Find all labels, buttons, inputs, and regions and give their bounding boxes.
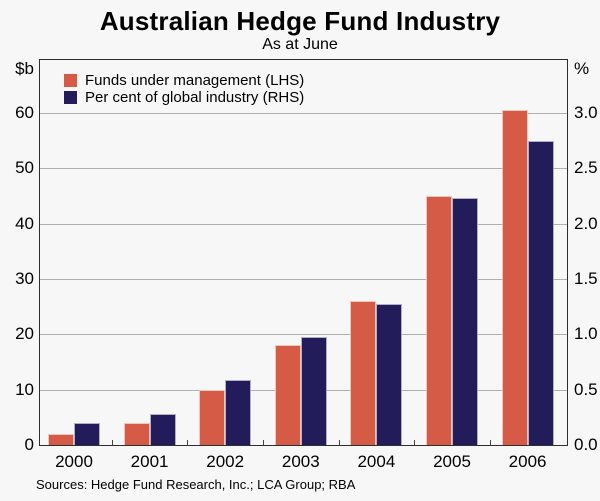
right-tick-label-1.5: 1.5: [574, 269, 598, 288]
left-tick-label-60: 60: [15, 103, 34, 122]
right-tick-label-2.0: 2.0: [574, 213, 598, 233]
fum-swatch-icon: [64, 74, 77, 87]
bar-pct-2001: [149, 414, 176, 445]
legend-item-pct: Per cent of global industry (RHS): [64, 89, 304, 106]
bar-fum-2006: [501, 110, 528, 445]
bar-fum-2000: [48, 434, 74, 445]
x-axis-tick: [339, 440, 340, 445]
left-tick-label-10: 10: [15, 379, 34, 399]
x-axis-tick: [263, 440, 264, 445]
x-axis-tick: [414, 440, 415, 445]
bar-fum-2001: [123, 423, 150, 445]
right-tick-label-0.5: 0.5: [574, 379, 598, 399]
x-tick-label-2004: 2004: [357, 452, 396, 471]
left-tick-label-30: 30: [15, 269, 34, 288]
bar-pct-2002: [225, 380, 252, 445]
left-tick-label-50: 50: [15, 158, 34, 178]
gridline-30: [40, 279, 567, 280]
bar-fum-2002: [199, 390, 226, 445]
bar-pct-2000: [74, 423, 100, 445]
bar-pct-2004: [376, 304, 403, 445]
x-tick-label-2001: 2001: [130, 452, 169, 471]
gridline-50: [40, 168, 567, 169]
left-axis-unit: $b: [15, 59, 34, 78]
right-tick-label-3.0: 3.0: [574, 103, 598, 122]
right-tick-label-1.0: 1.0: [574, 324, 598, 344]
gridline-20: [40, 334, 567, 335]
chart-title: Australian Hedge Fund Industry: [99, 6, 501, 36]
legend-label-fum: Funds under management (LHS): [85, 72, 305, 89]
bar-fum-2003: [274, 345, 301, 445]
right-axis-unit: %: [574, 59, 590, 78]
bar-fum-2005: [426, 196, 452, 445]
legend: Funds under management (LHS) Per cent of…: [64, 72, 304, 106]
x-tick-label-2000: 2000: [55, 452, 93, 471]
chart-subtitle: As at June: [262, 36, 338, 53]
gridline-60: [40, 113, 567, 114]
x-tick-label-2006: 2006: [508, 452, 547, 471]
left-tick-label-0: 0: [24, 435, 34, 454]
legend-item-fum: Funds under management (LHS): [64, 72, 304, 89]
x-axis-tick: [187, 440, 188, 445]
source-note: Sources: Hedge Fund Research, Inc.; LCA …: [36, 477, 356, 492]
legend-label-pct: Per cent of global industry (RHS): [85, 89, 305, 106]
bar-pct-2006: [527, 141, 554, 445]
gridline-40: [40, 224, 567, 225]
right-tick-label-0.0: 0.0: [574, 435, 598, 454]
bar-pct-2005: [452, 198, 478, 445]
bar-fum-2004: [350, 301, 377, 445]
plot-area: Funds under management (LHS) Per cent of…: [39, 59, 568, 446]
right-tick-label-2.5: 2.5: [574, 158, 598, 178]
pct-swatch-icon: [64, 91, 77, 104]
x-axis-tick: [112, 440, 113, 445]
x-tick-label-2002: 2002: [206, 452, 245, 471]
x-axis-tick: [490, 440, 491, 445]
x-tick-label-2003: 2003: [281, 452, 320, 471]
left-tick-label-40: 40: [15, 213, 34, 233]
bar-pct-2003: [300, 337, 327, 445]
left-tick-label-20: 20: [15, 324, 34, 344]
x-tick-label-2005: 2005: [433, 452, 471, 471]
